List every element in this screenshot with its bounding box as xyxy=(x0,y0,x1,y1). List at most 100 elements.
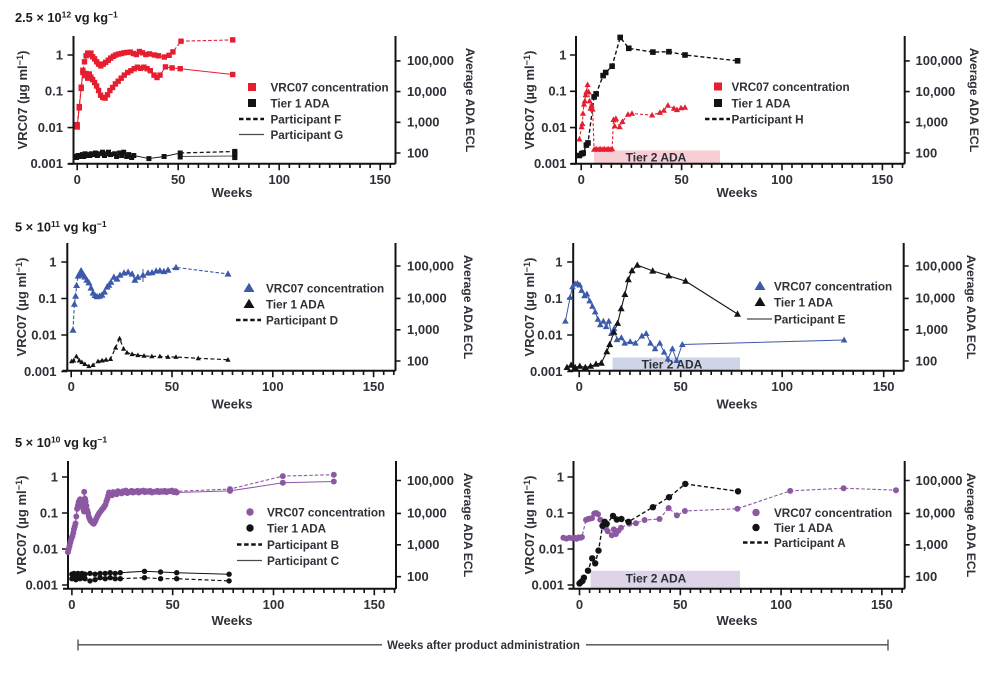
svg-text:VRC07 concentration: VRC07 concentration xyxy=(266,283,384,296)
svg-text:0.001: 0.001 xyxy=(24,364,57,379)
svg-text:Tier 2 ADA: Tier 2 ADA xyxy=(626,151,687,165)
svg-text:Average ADA ECL: Average ADA ECL xyxy=(964,473,978,578)
svg-text:100: 100 xyxy=(916,353,938,368)
svg-text:50: 50 xyxy=(673,597,687,612)
svg-text:1: 1 xyxy=(557,469,564,484)
svg-text:1,000: 1,000 xyxy=(407,537,440,552)
svg-text:100,000: 100,000 xyxy=(916,258,963,273)
svg-text:0.001: 0.001 xyxy=(531,577,564,592)
svg-text:100,000: 100,000 xyxy=(407,53,454,68)
svg-text:1,000: 1,000 xyxy=(407,322,440,337)
svg-text:5 × 1011 vg kg−1: 5 × 1011 vg kg−1 xyxy=(15,219,107,235)
svg-text:100: 100 xyxy=(263,597,285,612)
svg-text:150: 150 xyxy=(872,172,894,187)
svg-text:Tier 2 ADA: Tier 2 ADA xyxy=(642,357,703,371)
svg-text:100,000: 100,000 xyxy=(407,473,454,488)
svg-text:0: 0 xyxy=(576,379,583,394)
svg-text:Participant A: Participant A xyxy=(774,537,846,550)
svg-text:Participant B: Participant B xyxy=(267,539,339,552)
svg-text:0.01: 0.01 xyxy=(33,541,58,556)
svg-text:150: 150 xyxy=(363,597,385,612)
svg-text:Participant E: Participant E xyxy=(774,314,846,327)
svg-text:10,000: 10,000 xyxy=(916,291,956,306)
svg-text:Average ADA ECL: Average ADA ECL xyxy=(967,48,981,153)
svg-text:VRC07 (µg ml−1): VRC07 (µg ml−1) xyxy=(14,258,29,357)
svg-text:0.1: 0.1 xyxy=(546,505,564,520)
svg-text:VRC07 concentration: VRC07 concentration xyxy=(267,507,385,520)
svg-text:10,000: 10,000 xyxy=(407,84,447,99)
svg-text:VRC07 (µg ml−1): VRC07 (µg ml−1) xyxy=(14,476,29,575)
svg-text:0.1: 0.1 xyxy=(38,291,56,306)
svg-text:VRC07 concentration: VRC07 concentration xyxy=(271,82,389,95)
svg-text:100: 100 xyxy=(268,172,290,187)
svg-text:0.1: 0.1 xyxy=(40,505,58,520)
svg-text:10,000: 10,000 xyxy=(916,506,956,521)
svg-text:0.001: 0.001 xyxy=(534,156,567,171)
svg-text:1: 1 xyxy=(49,254,56,269)
svg-text:VRC07 (µg ml−1): VRC07 (µg ml−1) xyxy=(522,51,537,150)
svg-text:Tier 1 ADA: Tier 1 ADA xyxy=(267,523,327,536)
svg-text:0.01: 0.01 xyxy=(539,541,564,556)
svg-text:Tier 1 ADA: Tier 1 ADA xyxy=(732,98,792,111)
svg-text:1,000: 1,000 xyxy=(916,115,949,130)
svg-text:0: 0 xyxy=(578,172,585,187)
svg-text:1,000: 1,000 xyxy=(916,537,949,552)
svg-text:Tier 1 ADA: Tier 1 ADA xyxy=(774,522,834,535)
svg-text:Weeks: Weeks xyxy=(212,185,253,200)
svg-text:0.001: 0.001 xyxy=(25,577,58,592)
svg-text:Average ADA ECL: Average ADA ECL xyxy=(463,48,477,153)
svg-text:10,000: 10,000 xyxy=(407,506,447,521)
svg-text:VRC07 concentration: VRC07 concentration xyxy=(732,81,850,94)
svg-text:0.1: 0.1 xyxy=(544,291,562,306)
svg-text:150: 150 xyxy=(369,172,391,187)
svg-text:Participant H: Participant H xyxy=(732,114,804,127)
svg-text:Participant D: Participant D xyxy=(266,315,338,328)
svg-text:150: 150 xyxy=(873,379,895,394)
svg-text:100: 100 xyxy=(771,379,793,394)
svg-text:50: 50 xyxy=(171,172,185,187)
svg-text:0.1: 0.1 xyxy=(548,84,566,99)
svg-text:Participant G: Participant G xyxy=(271,129,344,142)
svg-text:Weeks: Weeks xyxy=(717,613,758,628)
svg-text:100,000: 100,000 xyxy=(916,53,963,68)
svg-text:2.5 × 1012 vg kg−1: 2.5 × 1012 vg kg−1 xyxy=(15,10,118,26)
svg-text:0.1: 0.1 xyxy=(45,84,63,99)
svg-text:Tier 2 ADA: Tier 2 ADA xyxy=(626,572,687,586)
svg-text:Tier 1 ADA: Tier 1 ADA xyxy=(266,299,326,312)
svg-text:Weeks: Weeks xyxy=(717,397,758,412)
svg-text:Participant F: Participant F xyxy=(271,114,342,127)
svg-text:50: 50 xyxy=(674,172,688,187)
svg-text:150: 150 xyxy=(363,379,385,394)
svg-text:100: 100 xyxy=(771,172,793,187)
svg-text:10,000: 10,000 xyxy=(407,291,447,306)
svg-text:Participant C: Participant C xyxy=(267,555,340,568)
svg-text:100: 100 xyxy=(407,353,429,368)
svg-text:Tier 1 ADA: Tier 1 ADA xyxy=(774,297,834,310)
svg-text:Average ADA ECL: Average ADA ECL xyxy=(964,255,978,360)
svg-text:0: 0 xyxy=(576,597,583,612)
svg-text:0.01: 0.01 xyxy=(537,327,562,342)
svg-text:100: 100 xyxy=(916,569,938,584)
svg-text:100,000: 100,000 xyxy=(407,258,454,273)
svg-text:100: 100 xyxy=(770,597,792,612)
svg-text:10,000: 10,000 xyxy=(916,84,956,99)
svg-text:VRC07 (µg ml−1): VRC07 (µg ml−1) xyxy=(522,476,537,575)
svg-text:100: 100 xyxy=(262,379,284,394)
svg-text:50: 50 xyxy=(165,379,179,394)
svg-text:VRC07 (µg ml−1): VRC07 (µg ml−1) xyxy=(15,51,30,150)
svg-text:0.001: 0.001 xyxy=(530,364,563,379)
svg-text:1,000: 1,000 xyxy=(407,115,440,130)
svg-text:1,000: 1,000 xyxy=(916,322,949,337)
svg-text:50: 50 xyxy=(673,379,687,394)
svg-text:100,000: 100,000 xyxy=(916,473,963,488)
svg-text:100: 100 xyxy=(916,145,938,160)
svg-text:Weeks: Weeks xyxy=(212,397,253,412)
svg-text:1: 1 xyxy=(51,469,58,484)
svg-text:100: 100 xyxy=(407,145,429,160)
svg-text:VRC07 concentration: VRC07 concentration xyxy=(774,507,892,520)
svg-text:VRC07 (µg ml−1): VRC07 (µg ml−1) xyxy=(522,258,537,357)
svg-text:1: 1 xyxy=(56,47,63,62)
svg-text:Average ADA ECL: Average ADA ECL xyxy=(461,255,475,360)
svg-text:5 × 1010 vg kg−1: 5 × 1010 vg kg−1 xyxy=(15,435,107,451)
svg-text:Weeks: Weeks xyxy=(212,613,253,628)
